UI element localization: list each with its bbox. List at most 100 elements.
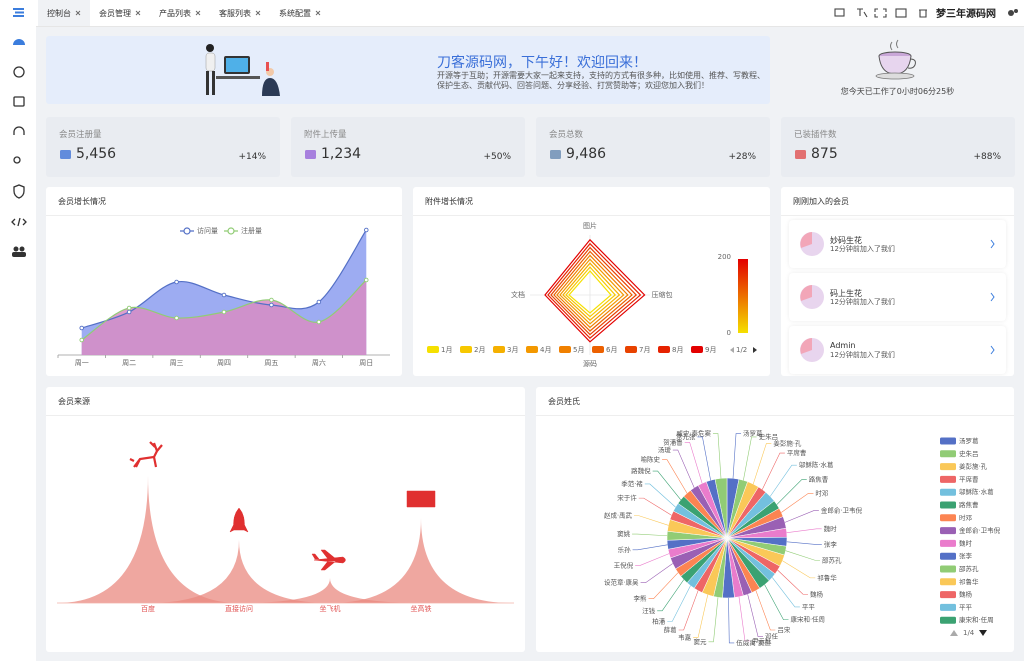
radar-series <box>562 262 621 322</box>
pager-next[interactable] <box>753 347 757 353</box>
radar-series <box>559 258 625 325</box>
card-title: 会员增长情况 <box>58 197 106 206</box>
visual-map-bar <box>738 259 748 333</box>
pager-prev[interactable] <box>730 347 734 353</box>
fullscreen-icon[interactable] <box>874 8 887 18</box>
user-icon[interactable] <box>13 66 25 78</box>
label-line <box>772 577 800 608</box>
point <box>316 299 322 305</box>
legend-pager: 1/2 <box>736 346 747 354</box>
pager-next[interactable] <box>979 630 987 636</box>
code-icon[interactable] <box>11 217 27 227</box>
indicator-label: 图片 <box>583 221 597 230</box>
theme-icon[interactable] <box>1006 6 1020 20</box>
close-glyph <box>195 10 201 16</box>
tab-close-icon[interactable] <box>315 10 321 16</box>
pie-label: 赵成·禹武 <box>604 511 633 520</box>
member-item[interactable]: 码上生花 12分钟前加入了我们 <box>789 273 1006 321</box>
spike <box>57 475 239 603</box>
tab-close-icon[interactable] <box>195 10 201 16</box>
settings-icon[interactable] <box>13 156 21 164</box>
service-icon[interactable] <box>13 126 25 135</box>
label-line <box>764 584 789 621</box>
member-item[interactable]: 妙码生花 12分钟前加入了我们 <box>789 220 1006 268</box>
growth-card: 会员增长情况 周一 周二 周三 周四 周五 周六 周日 访问量 注册量 <box>46 187 402 376</box>
pie-label: 柏潘 <box>652 616 666 625</box>
tab-close-icon[interactable] <box>135 10 141 16</box>
tab-close-icon[interactable] <box>75 10 81 16</box>
legend-label: 访问量 <box>197 226 218 235</box>
security-icon[interactable] <box>13 184 25 199</box>
visual-map-min: 0 <box>727 329 731 337</box>
welcome-illustration <box>205 44 280 96</box>
legend-label: 6月 <box>606 346 617 354</box>
point <box>126 309 132 315</box>
label-line <box>632 533 668 537</box>
x-tick-label: 坐高铁 <box>411 604 432 613</box>
menu-toggle-icon[interactable] <box>13 8 24 17</box>
legend-label: 邵苏孔 <box>959 564 979 573</box>
surname-chart: 汤罗葛史朱吕姜彭施·孔平席曹邬稣陈·水葛路焦曹时邓金郎俞·卫韦倪魏时张李邵苏孔祁… <box>604 429 1001 647</box>
stat-value: 9,486 <box>566 146 607 162</box>
pager-prev[interactable] <box>950 630 958 636</box>
tab[interactable]: 会员管理 <box>90 0 150 26</box>
screen-icon[interactable] <box>834 8 845 17</box>
source-chart: 百度 直接访问 坐飞机 坐高铁 <box>57 441 514 613</box>
new-members-card: 刚刚加入的会员 妙码生花 12分钟前加入了我们 码上生花 12分钟前加入了我们 Admi… <box>781 187 1014 376</box>
member-graphics <box>800 285 995 309</box>
pie-label: 康宋和·任周 <box>790 615 825 624</box>
radar-series <box>547 242 642 340</box>
stat-card: 已装插件数 875 +88% <box>781 117 1015 177</box>
pie-label: 宋于许 <box>617 493 637 502</box>
radar-series <box>565 266 617 318</box>
pie-label: 魏杨 <box>810 589 824 598</box>
tab[interactable]: 产品列表 <box>150 0 210 26</box>
tab[interactable]: 系统配置 <box>270 0 330 26</box>
member-item[interactable]: Admin 12分钟前加入了我们 <box>789 326 1006 374</box>
legend-swatch <box>940 514 956 522</box>
pie-label: 张李 <box>824 540 838 549</box>
member-graphics <box>800 338 995 362</box>
label-line <box>635 553 670 566</box>
label-line <box>728 597 735 644</box>
legend-swatch <box>940 578 956 586</box>
stat-change: +88% <box>973 152 1001 162</box>
pie-label: 李熊 <box>634 594 648 603</box>
label-line <box>712 433 722 479</box>
label-line <box>777 569 808 595</box>
avatar-part <box>800 338 812 354</box>
translate-icon[interactable] <box>857 8 868 18</box>
avatar-part <box>800 285 812 301</box>
tab-close-icon[interactable] <box>255 10 261 16</box>
terminal-icon[interactable] <box>895 8 907 18</box>
legend-label: 金郎俞·卫韦倪 <box>959 526 1001 535</box>
legend-swatch <box>940 603 956 611</box>
x-tick-label: 周一 <box>75 359 89 367</box>
legend-swatch <box>940 488 956 496</box>
pie-label: 汤瑷 <box>658 445 672 454</box>
legend-label: 平平 <box>959 603 973 611</box>
legend-label: 3月 <box>507 346 518 354</box>
clear-icon[interactable] <box>919 9 927 18</box>
pie-label: 汤罗葛 <box>743 429 763 438</box>
label-line <box>755 590 776 631</box>
member-time: 12分钟前加入了我们 <box>830 351 895 359</box>
label-line <box>640 563 673 584</box>
group-icon[interactable] <box>12 246 26 258</box>
legend-swatch <box>940 463 956 471</box>
member-name: Admin <box>830 341 856 350</box>
member-name: 码上生花 <box>830 289 862 298</box>
legend-label: 5月 <box>573 346 584 354</box>
label-line <box>648 572 679 599</box>
tab[interactable]: 客服列表 <box>210 0 270 26</box>
legend-swatch <box>940 527 956 535</box>
tab[interactable]: 控制台 <box>38 0 90 26</box>
legend-swatch <box>493 346 505 353</box>
label-line <box>662 459 688 494</box>
label-line <box>752 443 772 485</box>
dashboard-icon[interactable] <box>13 39 25 45</box>
x-tick-label: 坐飞机 <box>320 604 341 613</box>
product-icon[interactable] <box>13 96 25 107</box>
legend-label: 1月 <box>441 346 452 354</box>
divider <box>536 415 1014 416</box>
